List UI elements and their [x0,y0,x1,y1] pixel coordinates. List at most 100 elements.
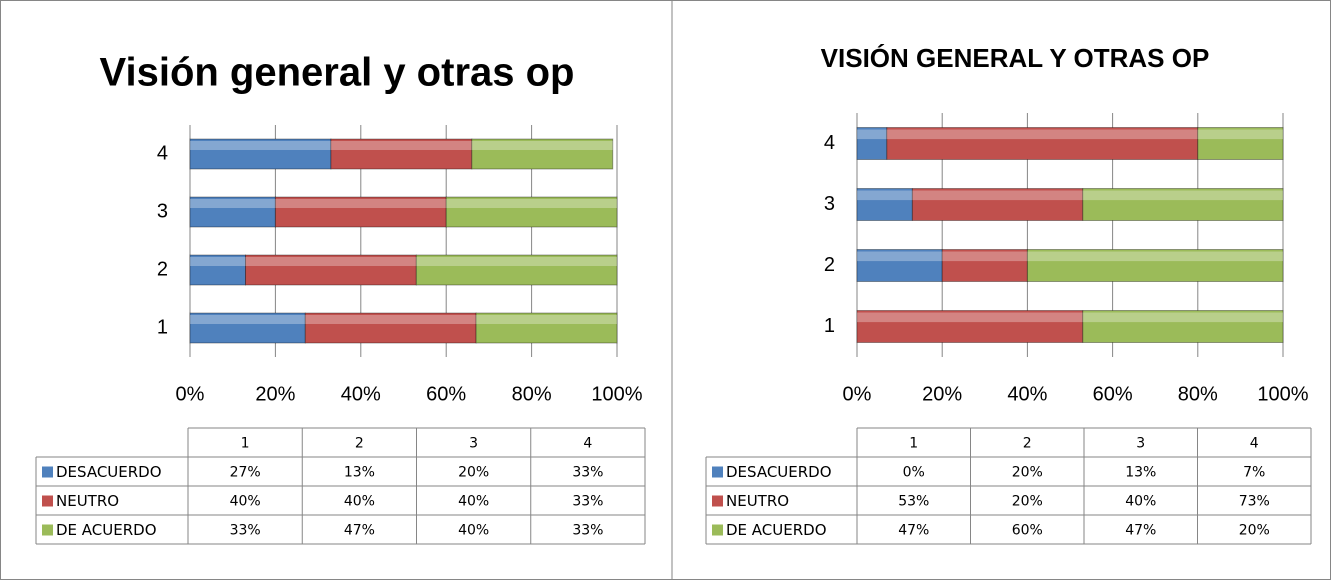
table-cell: 47% [344,523,375,539]
bar-highlight [330,141,472,150]
y-tick-label: 3 [824,193,835,215]
x-tick-label: 80% [1178,383,1218,405]
bar [1082,188,1284,221]
table-cell: 40% [1125,494,1156,510]
legend-label: NEUTRO [726,492,789,510]
y-tick-label: 4 [824,132,835,154]
legend-swatch [712,466,723,478]
bar-highlight [190,315,306,324]
legend-label: DESACUERDO [56,463,162,481]
bar-highlight [190,141,331,150]
bar-highlight [476,315,617,324]
y-tick-label: 1 [824,315,835,337]
table-cell: 20% [1012,465,1043,481]
bar [856,188,913,221]
table-cell: 20% [1012,494,1043,510]
table-header: 1 [909,436,918,452]
bar [189,312,306,344]
bar-highlight [1027,251,1283,262]
x-tick-label: 40% [1007,383,1047,405]
table-header: 3 [1136,436,1145,452]
bar [941,249,1028,282]
table-header: 1 [241,436,250,452]
x-tick-label: 40% [341,383,381,405]
bar-highlight [305,315,477,324]
x-tick-label: 0% [843,383,872,405]
bar-highlight [1197,129,1283,140]
table-cell: 33% [230,523,261,539]
table-cell: 20% [1239,523,1270,539]
bar [471,138,614,170]
bar [856,249,943,282]
bar-highlight [912,190,1083,201]
bar-highlight [942,251,1028,262]
x-tick-label: 100% [591,383,642,405]
bar-highlight [471,141,613,150]
table-cell: 13% [1125,465,1156,481]
table-header: 2 [1023,436,1032,452]
table-cell: 27% [230,465,261,481]
y-tick-label: 2 [824,254,835,276]
x-tick-label: 100% [1257,383,1308,405]
bar [245,254,417,286]
table-cell: 0% [903,465,925,481]
table-cell: 40% [458,523,489,539]
table-header: 4 [583,436,592,452]
bar [856,310,1084,343]
table-cell: 40% [230,494,261,510]
bar [1082,310,1284,343]
bar [445,196,618,228]
legend-swatch [712,495,723,507]
bar [304,312,477,344]
table-cell: 33% [572,494,603,510]
x-tick-label: 60% [426,383,466,405]
table-cell: 40% [458,494,489,510]
legend-label: NEUTRO [56,492,119,510]
bar-highlight [416,257,617,266]
bar-highlight [886,129,1198,140]
bar-highlight [857,251,943,262]
legend-swatch [42,495,53,507]
bar [189,138,332,170]
x-tick-label: 20% [255,383,295,405]
table-cell: 33% [572,523,603,539]
y-tick-label: 4 [157,142,168,164]
bar-highlight [190,199,276,208]
table-header: 4 [1250,436,1259,452]
x-tick-label: 80% [512,383,552,405]
bar [274,196,447,228]
y-tick-label: 3 [157,200,168,222]
chart-title: Visión general y otras op [100,51,575,95]
table-cell: 7% [1243,465,1265,481]
bar [1026,249,1284,282]
x-tick-label: 0% [176,383,205,405]
bar-highlight [275,199,447,208]
legend-swatch [712,524,723,536]
legend-swatch [42,466,53,478]
x-tick-label: 60% [1093,383,1133,405]
table-cell: 73% [1239,494,1270,510]
table-header: 2 [355,436,364,452]
table-cell: 47% [1125,523,1156,539]
table-cell: 60% [1012,523,1043,539]
bar-highlight [446,199,617,208]
legend-label: DE ACUERDO [726,521,827,539]
chart-title: VISIÓN GENERAL Y OTRAS OP [821,43,1210,73]
y-tick-label: 1 [157,316,168,338]
bar-highlight [190,257,246,266]
bar [911,188,1084,221]
legend-swatch [42,524,53,536]
bar [415,254,618,286]
legend-label: DE ACUERDO [56,521,157,539]
table-cell: 20% [458,465,489,481]
bar [189,254,247,286]
table-cell: 40% [344,494,375,510]
bar [886,127,1199,160]
table-cell: 33% [572,465,603,481]
bar-highlight [857,312,1083,323]
bar-highlight [1082,312,1283,323]
table-cell: 53% [898,494,929,510]
bar [1197,127,1284,160]
